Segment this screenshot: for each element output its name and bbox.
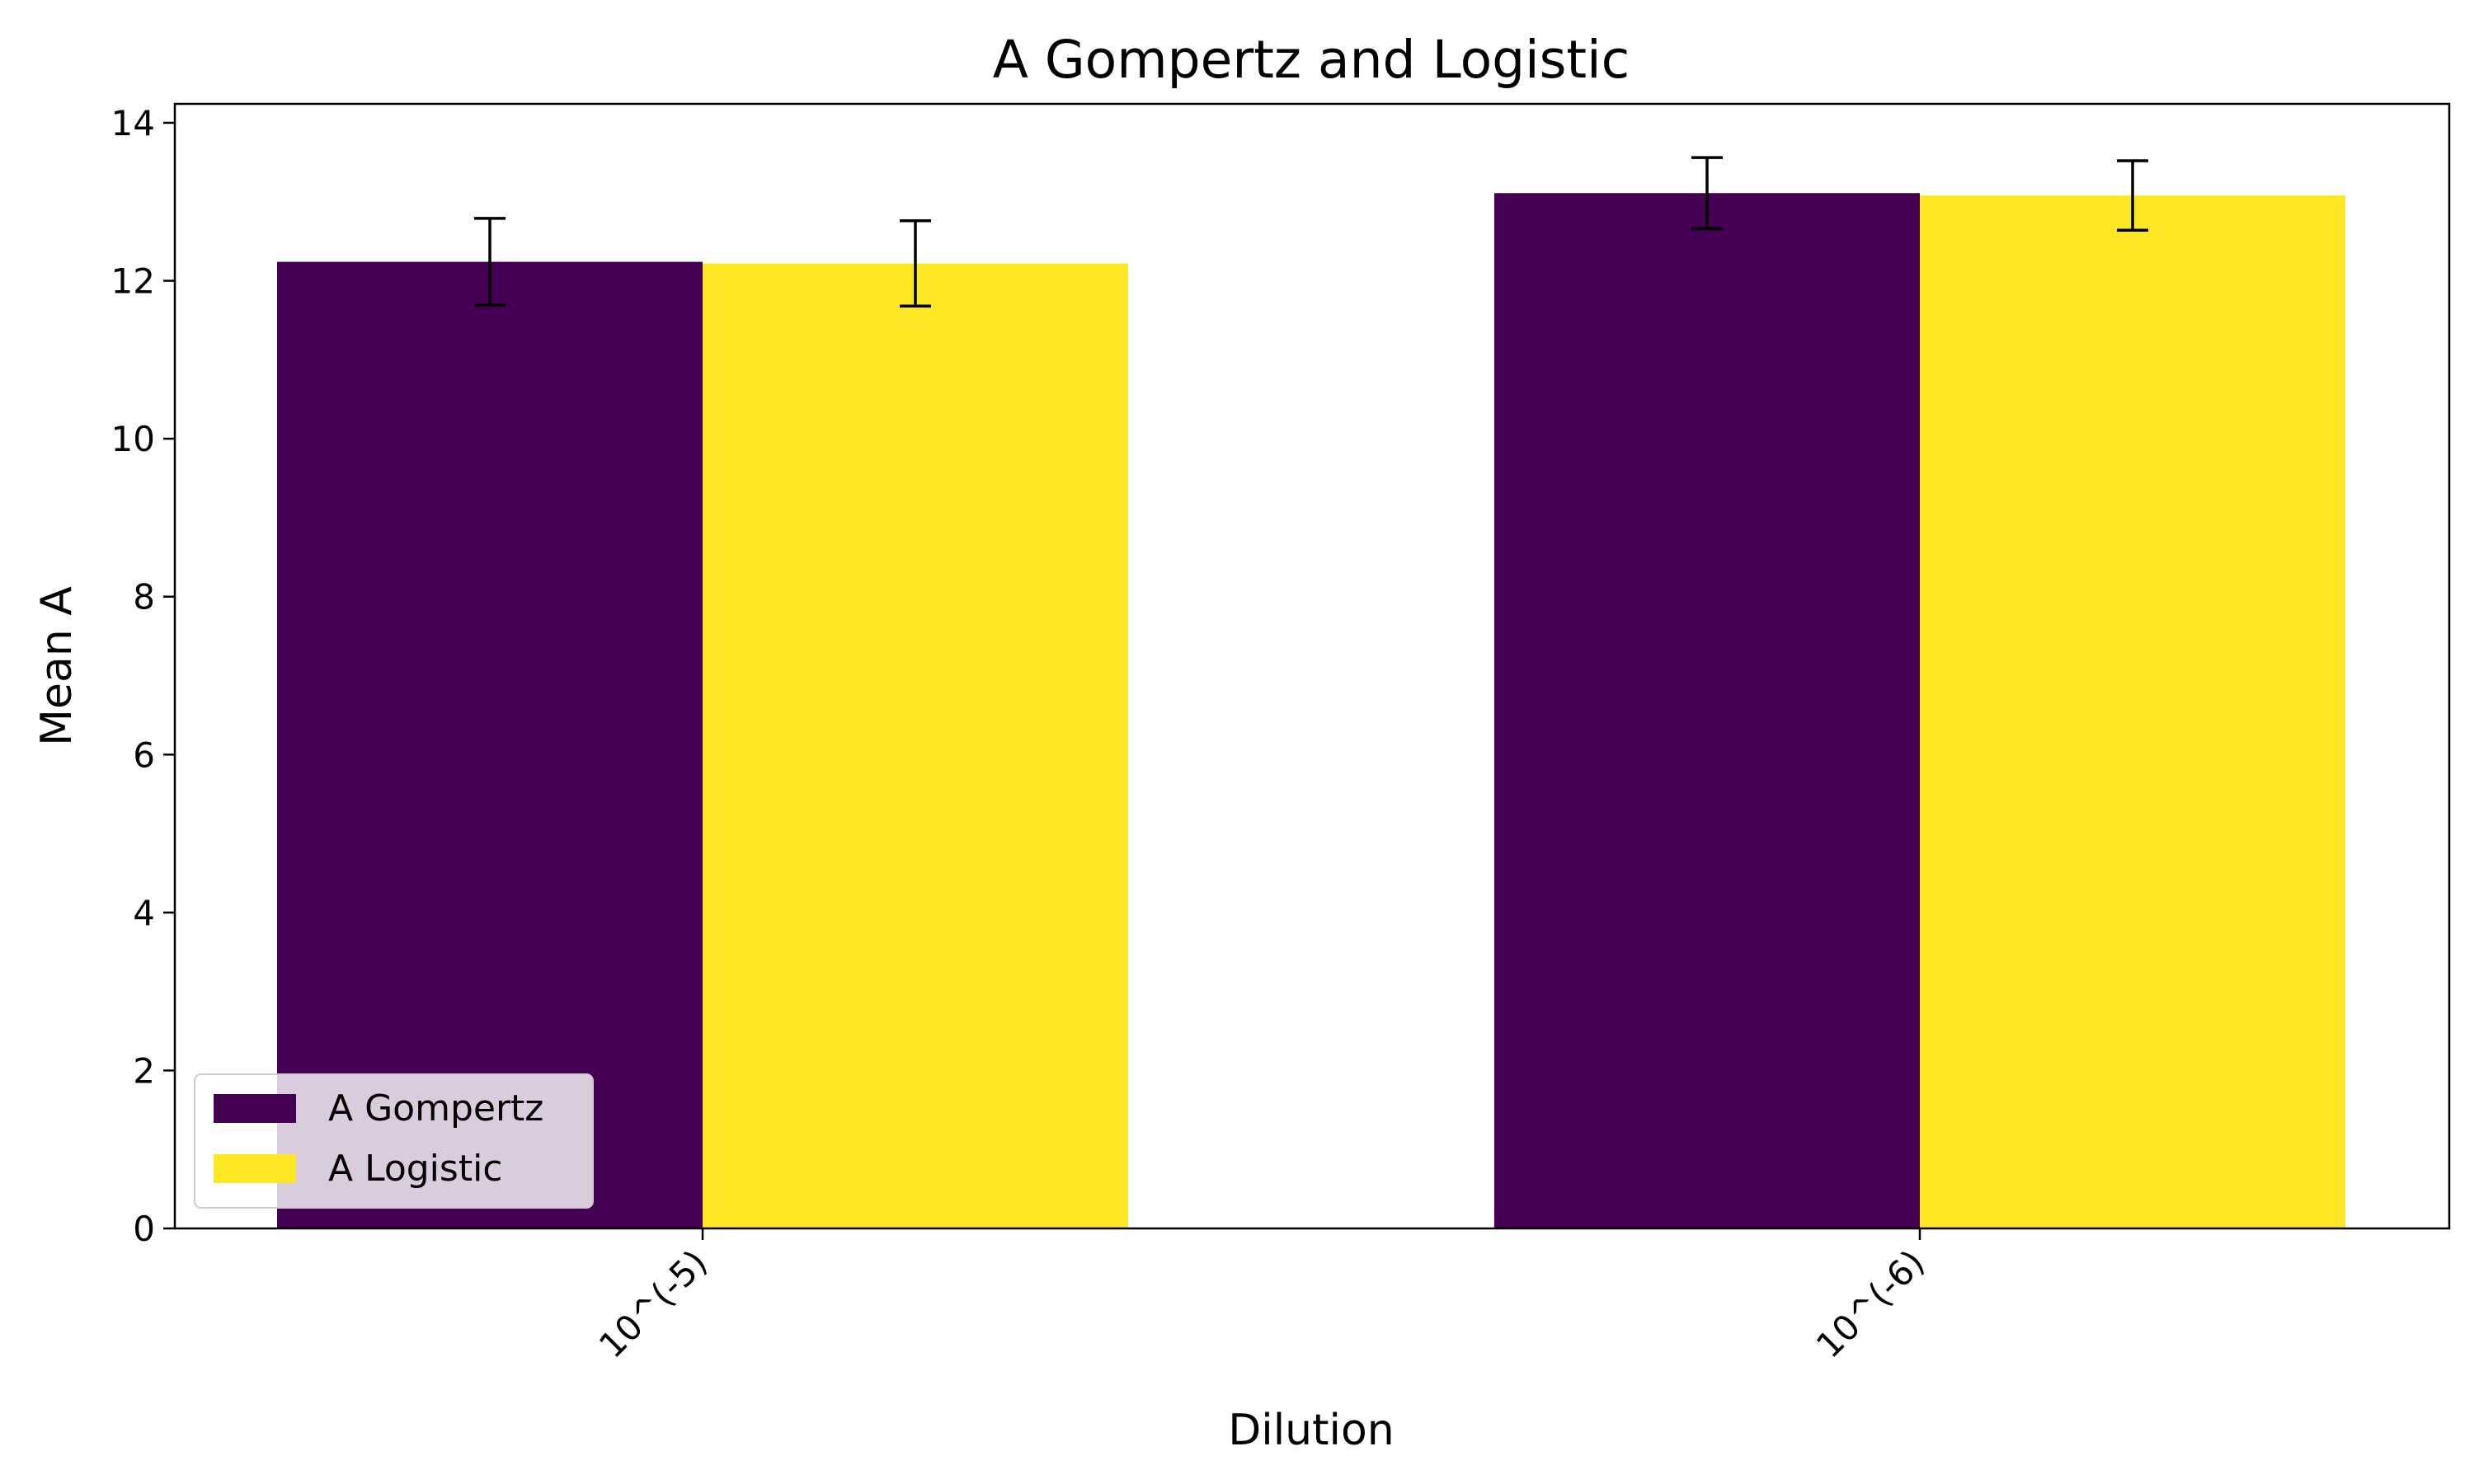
y-tick-label: 2 [133,1050,155,1091]
bar [1494,193,1920,1228]
bar [703,263,1128,1228]
y-axis-label: Mean A [32,586,82,746]
y-tick-label: 0 [133,1209,155,1249]
y-tick-label: 6 [133,735,155,775]
x-axis-label: Dilution [1228,1406,1395,1455]
plot-frame [173,102,2451,1230]
y-tick-label: 8 [133,577,155,618]
legend-swatch [214,1094,296,1123]
y-tick-label: 12 [111,261,155,302]
y-tick-label: 14 [111,103,155,143]
legend-label: A Logistic [328,1148,503,1190]
bars-layer [277,193,2345,1229]
y-tick-label: 4 [133,893,155,933]
y-axis: 0 2 4 6 8 10 12 14 [111,103,175,1249]
bar [1920,195,2345,1229]
legend-label: A Gompertz [328,1087,543,1129]
y-tick-label: 10 [111,419,155,459]
bar [277,261,703,1229]
legend: A Gompertz A Logistic [194,1073,594,1209]
legend-swatch [214,1154,296,1183]
chart-title: A Gompertz and Logistic [993,30,1630,90]
error-bars-layer [474,156,2148,308]
